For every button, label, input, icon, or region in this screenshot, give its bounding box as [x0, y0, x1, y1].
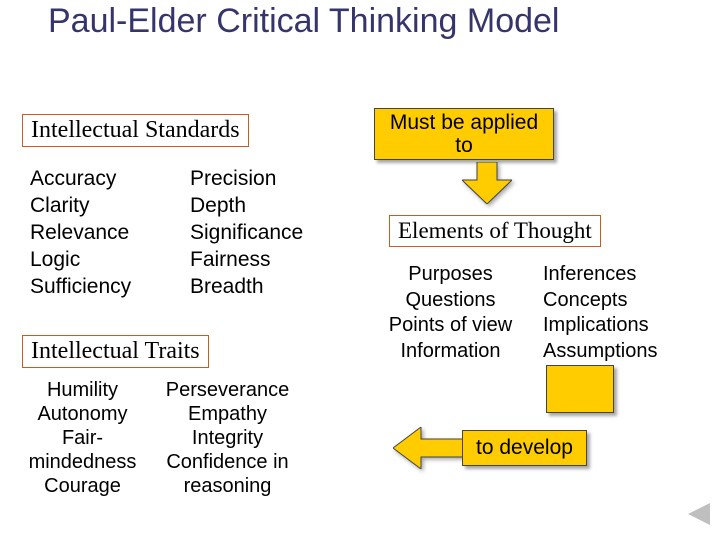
standards-columns: Accuracy Clarity Relevance Logic Suffici…	[30, 166, 320, 300]
section-heading-elements: Elements of Thought	[389, 215, 601, 247]
elements-col-1: Purposes Questions Points of view Inform…	[378, 262, 523, 364]
list-item: Accuracy	[30, 166, 160, 193]
list-item: Concepts	[543, 288, 678, 314]
list-item: Breadth	[190, 274, 320, 301]
list-item: Assumptions	[543, 339, 678, 365]
elements-col-2: Inferences Concepts Implications Assumpt…	[543, 262, 678, 364]
page-title: Paul-Elder Critical Thinking Model	[0, 0, 720, 41]
standards-col-1: Accuracy Clarity Relevance Logic Suffici…	[30, 166, 160, 300]
list-item: Implications	[543, 313, 678, 339]
list-item: Logic	[30, 247, 160, 274]
decorative-box	[546, 365, 614, 413]
list-item: Points of view	[378, 313, 523, 339]
list-item: Clarity	[30, 193, 160, 220]
list-item: Fairness	[190, 247, 320, 274]
traits-columns: Humility Autonomy Fair-mindedness Courag…	[10, 378, 300, 498]
list-item: Information	[378, 339, 523, 365]
callout-to-develop: to develop	[462, 430, 587, 466]
list-item: Integrity	[155, 426, 300, 450]
list-item: Fair-mindedness	[10, 426, 155, 474]
list-item: Precision	[190, 166, 320, 193]
list-item: Courage	[10, 474, 155, 498]
list-item: Autonomy	[10, 402, 155, 426]
list-item: Purposes	[378, 262, 523, 288]
list-item: Sufficiency	[30, 274, 160, 301]
traits-col-1: Humility Autonomy Fair-mindedness Courag…	[10, 378, 155, 498]
traits-col-2: Perseverance Empathy Integrity Confidenc…	[155, 378, 300, 498]
list-item: Depth	[190, 193, 320, 220]
list-item: Questions	[378, 288, 523, 314]
section-heading-traits: Intellectual Traits	[22, 335, 209, 368]
section-heading-standards: Intellectual Standards	[22, 114, 249, 147]
nav-back-icon[interactable]	[688, 503, 710, 530]
callout-must-be-applied: Must be applied to	[374, 108, 554, 160]
list-item: Empathy	[155, 402, 300, 426]
arrow-left-icon	[393, 427, 465, 474]
standards-col-2: Precision Depth Significance Fairness Br…	[190, 166, 320, 300]
elements-columns: Purposes Questions Points of view Inform…	[378, 262, 678, 364]
list-item: Perseverance	[155, 378, 300, 402]
list-item: Confidence in reasoning	[155, 450, 300, 498]
list-item: Significance	[190, 220, 320, 247]
list-item: Humility	[10, 378, 155, 402]
list-item: Inferences	[543, 262, 678, 288]
list-item: Relevance	[30, 220, 160, 247]
